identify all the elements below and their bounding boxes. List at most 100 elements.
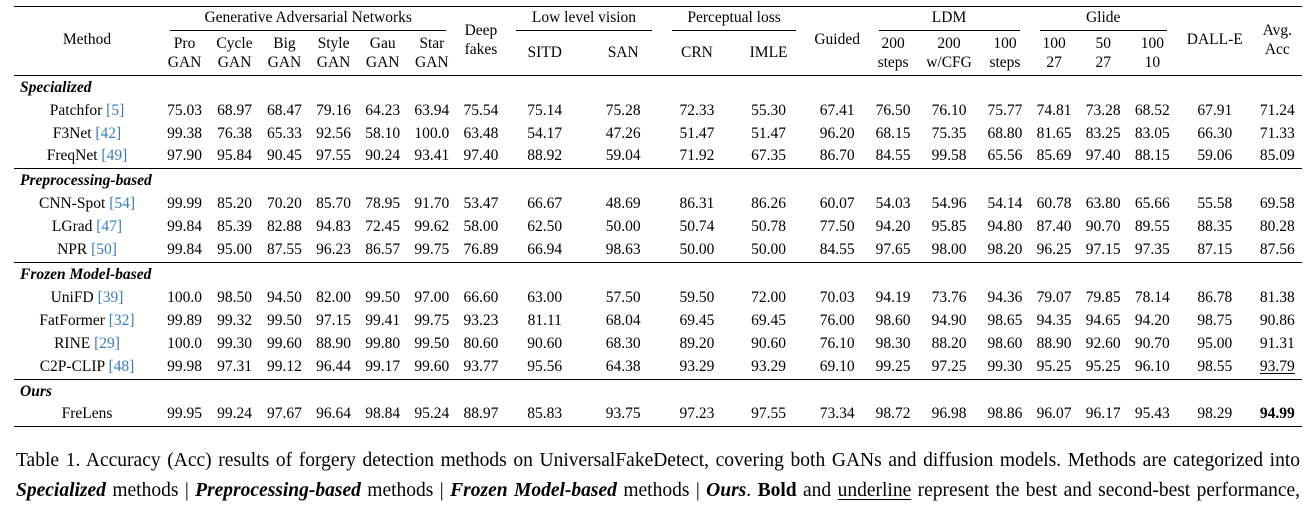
accuracy-value: 97.31 (217, 357, 252, 375)
value-cell: 67.35 (731, 145, 805, 168)
accuracy-value: 60.78 (1036, 195, 1072, 213)
value-cell: 65.33 (260, 123, 309, 146)
accuracy-value: 99.24 (217, 405, 252, 423)
citation-link[interactable]: [32] (108, 311, 135, 329)
value-cell: 77.50 (806, 216, 869, 239)
accuracy-value: 68.30 (605, 334, 641, 352)
citation-link[interactable]: [42] (95, 124, 122, 142)
value-cell: 98.75 (1177, 310, 1253, 333)
method-name: FatFormer (39, 311, 105, 329)
accuracy-value: 94.65 (1085, 311, 1121, 329)
value-cell: 68.52 (1128, 100, 1177, 123)
accuracy-value: 95.84 (217, 147, 252, 165)
accuracy-value: 62.50 (527, 218, 563, 236)
value-cell: 82.00 (309, 287, 358, 310)
accuracy-value: 58.00 (463, 218, 499, 236)
accuracy-value: 65.66 (1134, 195, 1170, 213)
table-row: F3Net [42] 99.38 76.38 65.33 92.56 58.10 100.0… (14, 123, 1302, 146)
accuracy-value: 99.25 (875, 357, 911, 375)
section-title: Preprocessing-based (14, 168, 1302, 194)
value-cell: 89.20 (662, 333, 731, 356)
accuracy-value: 66.94 (527, 241, 563, 259)
method-name: NPR (57, 241, 88, 259)
accuracy-value: 97.40 (1085, 147, 1121, 165)
value-cell: 93.41 (407, 145, 456, 168)
value-cell: 88.15 (1128, 145, 1177, 168)
caption-segment: Preprocessing-based (195, 479, 361, 501)
accuracy-value: 76.38 (217, 124, 252, 142)
accuracy-value: 85.39 (217, 218, 252, 236)
column-header: Guided (805, 6, 869, 76)
accuracy-value: 51.47 (679, 124, 715, 142)
citation-link[interactable]: [49] (101, 147, 128, 165)
value-cell: 94.80 (980, 216, 1029, 239)
accuracy-value: 81.38 (1259, 288, 1295, 306)
accuracy-value: 68.52 (1134, 101, 1170, 119)
accuracy-value: 99.89 (167, 311, 202, 329)
accuracy-value: 74.81 (1036, 101, 1072, 119)
accuracy-value: 98.55 (1197, 357, 1233, 375)
value-cell: 97.55 (731, 403, 806, 428)
value-cell: 64.23 (358, 100, 407, 123)
column-subheader: IMLE (731, 32, 806, 76)
accuracy-value: 79.16 (316, 101, 351, 119)
accuracy-value: 85.20 (217, 195, 252, 213)
accuracy-value: 93.77 (463, 357, 499, 375)
value-cell: 64.38 (584, 356, 662, 379)
accuracy-value: 94.99 (1259, 405, 1295, 423)
accuracy-value: 68.97 (217, 101, 252, 119)
accuracy-value: 99.84 (167, 218, 202, 236)
value-cell: 88.97 (456, 403, 506, 428)
accuracy-value: 63.48 (463, 124, 499, 142)
value-cell: 90.60 (731, 333, 805, 356)
value-cell: 87.55 (260, 239, 309, 262)
accuracy-value: 91.31 (1259, 334, 1295, 352)
value-cell: 79.16 (309, 100, 358, 123)
value-cell: 88.90 (309, 333, 358, 356)
value-cell: 99.50 (358, 287, 407, 310)
citation-link[interactable]: [29] (94, 334, 120, 352)
value-cell: 100.0 (160, 287, 209, 310)
value-cell: 99.89 (160, 310, 209, 333)
citation-link[interactable]: [47] (96, 218, 123, 236)
accuracy-value: 63.80 (1085, 195, 1121, 213)
value-cell: 79.07 (1030, 287, 1079, 310)
value-cell: 57.50 (584, 287, 662, 310)
accuracy-value: 85.70 (316, 195, 351, 213)
citation-link[interactable]: [50] (91, 241, 117, 259)
accuracy-value: 99.41 (365, 311, 401, 329)
accuracy-value: 99.58 (931, 147, 967, 165)
value-cell: 85.20 (209, 193, 260, 216)
value-cell: 75.54 (456, 100, 505, 123)
column-subheader: Pro GAN (160, 32, 210, 76)
accuracy-value: 98.60 (987, 334, 1023, 352)
value-cell: 92.60 (1079, 333, 1128, 356)
method-cell: RINE [29] (14, 333, 160, 356)
column-header-method: Method (14, 6, 160, 76)
accuracy-value: 81.11 (527, 311, 562, 329)
accuracy-value: 63.94 (414, 101, 450, 119)
accuracy-value: 90.45 (267, 147, 302, 165)
value-cell: 99.80 (358, 333, 407, 356)
value-cell: 65.66 (1128, 193, 1177, 216)
value-cell: 75.35 (918, 123, 981, 146)
value-cell: 74.81 (1030, 100, 1079, 123)
value-cell: 65.56 (980, 145, 1029, 168)
value-cell: 75.14 (506, 100, 584, 123)
citation-link[interactable]: [48] (108, 357, 135, 375)
value-cell: 50.00 (731, 239, 805, 262)
value-cell: 99.32 (209, 310, 260, 333)
value-cell: 98.63 (584, 239, 662, 262)
citation-link[interactable]: [39] (97, 288, 124, 306)
column-header: DALL-E (1176, 6, 1253, 76)
citation-link[interactable]: [54] (109, 195, 136, 213)
method-cell: FatFormer [32] (14, 310, 160, 333)
section-header-row: Preprocessing-based (14, 168, 1302, 194)
value-cell: 96.98 (917, 403, 981, 428)
accuracy-value: 57.50 (605, 288, 641, 306)
value-cell: 96.07 (1029, 403, 1079, 428)
accuracy-value: 99.50 (365, 288, 401, 306)
accuracy-value: 94.19 (875, 288, 911, 306)
citation-link[interactable]: [5] (106, 101, 125, 119)
accuracy-value: 88.97 (463, 405, 499, 423)
